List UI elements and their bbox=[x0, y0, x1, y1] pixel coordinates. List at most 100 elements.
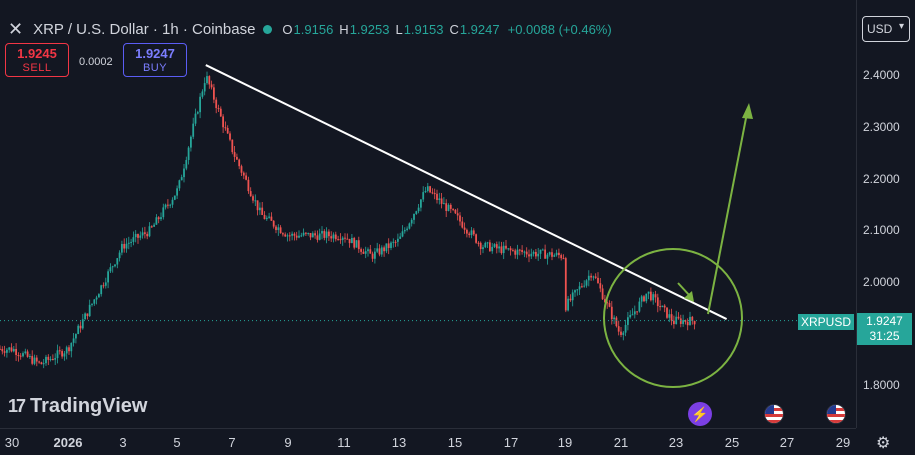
price-chart[interactable] bbox=[0, 0, 856, 428]
x-tick: 17 bbox=[503, 435, 519, 450]
candle-body bbox=[475, 234, 477, 243]
candle-body bbox=[652, 294, 655, 301]
candle-body bbox=[160, 217, 162, 220]
candle-body bbox=[378, 248, 381, 255]
candle-body bbox=[537, 253, 540, 257]
candle-body bbox=[45, 356, 47, 364]
candle-body bbox=[17, 355, 20, 357]
candle-body bbox=[29, 356, 31, 358]
candle-body bbox=[302, 232, 305, 236]
candle-body bbox=[121, 243, 123, 253]
candle-body bbox=[449, 204, 452, 209]
lightning-icon[interactable]: ⚡ bbox=[688, 402, 712, 426]
candle-body bbox=[364, 251, 367, 254]
candle-body bbox=[523, 251, 526, 253]
last-price: 1.9247 bbox=[866, 314, 903, 328]
tradingview-logo[interactable]: 17 TradingView bbox=[8, 395, 147, 418]
candle-body bbox=[178, 180, 181, 189]
candle-body bbox=[571, 292, 574, 301]
candle-body bbox=[210, 84, 213, 88]
buy-price: 1.9247 bbox=[135, 46, 175, 61]
candle-body bbox=[495, 244, 498, 249]
x-tick: 27 bbox=[779, 435, 795, 450]
x-tick: 25 bbox=[724, 435, 740, 450]
candle-body bbox=[224, 127, 227, 129]
candle-body bbox=[245, 175, 247, 180]
candle-body bbox=[482, 247, 484, 250]
candle-body bbox=[295, 235, 298, 238]
candle-body bbox=[164, 204, 167, 208]
candle-body bbox=[518, 249, 521, 251]
candle-body bbox=[385, 243, 388, 252]
candle-body bbox=[139, 235, 142, 238]
candle-body bbox=[111, 266, 114, 268]
buy-label: BUY bbox=[142, 62, 168, 74]
candle-body bbox=[222, 116, 224, 128]
candle-body bbox=[213, 87, 215, 100]
candle-body bbox=[125, 243, 128, 249]
us-flag-event-icon[interactable] bbox=[826, 404, 846, 424]
candle-body bbox=[311, 233, 314, 238]
symbol-price-tag: XRPUSD bbox=[798, 314, 854, 330]
candle-body bbox=[440, 198, 443, 204]
candle-body bbox=[167, 204, 169, 206]
candle-body bbox=[10, 347, 13, 352]
candle-body bbox=[551, 252, 553, 257]
candle-body bbox=[438, 198, 441, 200]
candle-body bbox=[157, 217, 160, 220]
candle-body bbox=[68, 347, 70, 352]
candle-body bbox=[604, 299, 606, 303]
candle-body bbox=[185, 159, 188, 169]
candle-body bbox=[332, 234, 335, 239]
candle-body bbox=[300, 235, 303, 237]
candle-body bbox=[70, 342, 73, 352]
candle-body bbox=[470, 230, 473, 236]
candle-body bbox=[360, 249, 362, 252]
candle-body bbox=[38, 361, 40, 363]
candle-body bbox=[502, 245, 505, 254]
candle-body bbox=[190, 136, 192, 148]
sell-button[interactable]: 1.9245 SELL bbox=[5, 43, 69, 77]
us-flag-event-icon[interactable] bbox=[764, 404, 784, 424]
candle-body bbox=[606, 302, 609, 304]
candle-body bbox=[682, 320, 684, 324]
candle-body bbox=[127, 242, 130, 244]
candle-body bbox=[408, 223, 411, 229]
candle-body bbox=[415, 211, 418, 214]
candle-body bbox=[284, 234, 287, 237]
candle-body bbox=[330, 236, 333, 239]
candle-body bbox=[19, 355, 22, 357]
symbol-title[interactable]: XRP / U.S. Dollar · 1h · Coinbase bbox=[33, 20, 256, 38]
candle-body bbox=[118, 252, 121, 259]
gear-icon[interactable]: ⚙ bbox=[876, 435, 891, 452]
close-icon[interactable]: ✕ bbox=[8, 19, 24, 39]
candle-body bbox=[318, 233, 321, 240]
candle-body bbox=[52, 358, 54, 360]
currency-select[interactable]: USD ▾ bbox=[862, 16, 910, 42]
candle-body bbox=[206, 76, 208, 84]
candle-body bbox=[247, 179, 250, 192]
y-tick: 2.2000 bbox=[863, 172, 900, 186]
candle-body bbox=[447, 204, 450, 211]
candle-body bbox=[472, 230, 475, 235]
y-tick: 1.8000 bbox=[863, 378, 900, 392]
candle-body bbox=[337, 239, 339, 241]
candle-body bbox=[670, 314, 673, 321]
x-tick: 13 bbox=[391, 435, 407, 450]
candle-body bbox=[321, 231, 323, 234]
candle-body bbox=[656, 297, 659, 307]
buy-button[interactable]: 1.9247 BUY bbox=[123, 43, 187, 77]
candle-body bbox=[231, 139, 234, 153]
candle-body bbox=[187, 147, 190, 160]
candle-body bbox=[141, 232, 144, 236]
candle-body bbox=[539, 249, 542, 254]
candle-body bbox=[555, 252, 558, 256]
candle-body bbox=[31, 356, 34, 364]
candle-body bbox=[263, 214, 266, 220]
x-tick: 5 bbox=[173, 435, 181, 450]
candle-body bbox=[424, 190, 427, 193]
candle-body bbox=[399, 236, 402, 239]
candle-body bbox=[633, 311, 636, 315]
candle-body bbox=[24, 351, 27, 354]
candle-body bbox=[617, 326, 620, 332]
